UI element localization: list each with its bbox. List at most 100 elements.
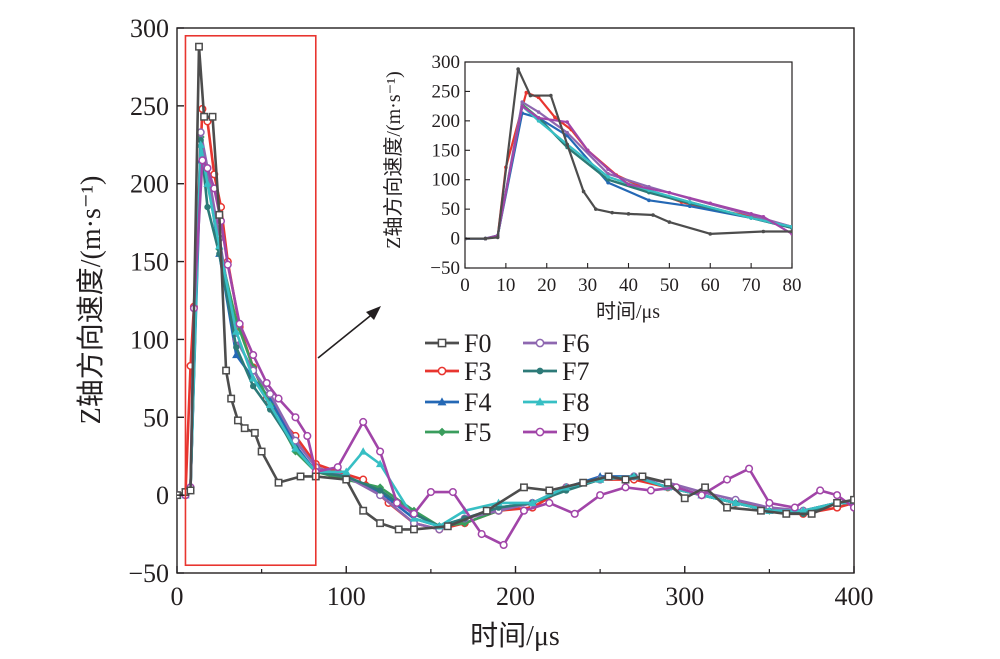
data-point: [849, 503, 854, 512]
inset-y-tick-label: −50: [430, 258, 460, 279]
data-point: [235, 319, 244, 328]
data-point: [596, 491, 605, 500]
inset-x-tick-label: 10: [496, 275, 515, 296]
main-series-layer: [177, 42, 854, 550]
inset-data-point: [536, 119, 541, 123]
data-point: [723, 475, 732, 484]
legend-entry-f3: F3: [425, 357, 491, 386]
data-point: [621, 483, 630, 492]
inset-data-point: [553, 115, 557, 120]
legend-label: F6: [562, 329, 589, 358]
data-point: [392, 498, 402, 507]
inset-x-tick-label: 50: [660, 275, 679, 296]
data-point: [186, 486, 195, 495]
data-point: [850, 495, 854, 504]
data-point: [790, 503, 799, 512]
data-point: [545, 498, 554, 507]
data-point: [604, 472, 613, 481]
data-point: [410, 525, 418, 534]
inset-series-line-f0: [465, 67, 792, 240]
inset-data-point: [667, 190, 672, 195]
legend-label: F4: [464, 388, 491, 417]
inset-x-axis-title: 时间/μs: [596, 300, 660, 323]
data-point: [233, 344, 240, 351]
legend-label: F3: [464, 357, 491, 386]
inset-data-point: [565, 142, 569, 147]
data-point: [359, 447, 368, 455]
x-tick-label: 0: [171, 582, 184, 611]
inset-data-point: [594, 207, 598, 211]
inset-data-point: [688, 200, 692, 204]
data-point: [249, 374, 258, 382]
inset-data-point: [606, 167, 610, 171]
inset-data-point: [516, 67, 520, 71]
y-tick-label: 150: [130, 248, 169, 277]
data-point: [520, 483, 528, 492]
inset-data-point: [528, 93, 533, 98]
data-point: [274, 394, 283, 403]
inset-data-point: [606, 177, 610, 182]
data-point: [731, 498, 740, 507]
inset-series-layer: [465, 67, 792, 241]
inset-data-point: [667, 220, 672, 224]
inset-data-point: [790, 229, 792, 234]
inset-series-line-f9: [465, 105, 792, 240]
y-axis-title: Z轴方向速度/(m·s⁻¹): [75, 176, 107, 425]
inset-data-point: [581, 189, 586, 194]
legend-entry-f5: F5: [425, 418, 491, 447]
data-point: [342, 467, 351, 475]
data-point: [782, 509, 791, 518]
inset-x-tick-label: 40: [619, 275, 638, 296]
legend-entry-f7: F7: [523, 357, 589, 386]
data-point: [232, 350, 241, 359]
data-point: [448, 487, 457, 497]
x-tick-label: 100: [327, 582, 366, 611]
legend-entry-f9: F9: [523, 418, 589, 447]
data-point: [723, 503, 732, 512]
inset-data-point: [520, 100, 525, 104]
y-tick-label: 300: [130, 14, 169, 43]
data-point: [579, 478, 588, 487]
data-point: [375, 459, 385, 468]
inset-x-tick-label: 20: [537, 275, 556, 296]
data-point: [291, 444, 300, 452]
data-point: [227, 394, 236, 403]
inset-data-point: [610, 210, 614, 215]
data-point: [203, 164, 212, 173]
data-point: [756, 506, 765, 515]
inset-y-tick-label: 0: [451, 229, 461, 250]
legend-marker: [535, 397, 545, 406]
inset-data-point: [549, 93, 553, 98]
inset-data-point: [647, 198, 651, 203]
inset-x-tick-label: 60: [701, 275, 720, 296]
data-point: [250, 383, 257, 390]
inset-y-tick-label: 100: [432, 170, 461, 191]
data-point: [499, 540, 508, 550]
inset-data-point: [606, 174, 610, 179]
data-point: [208, 112, 217, 121]
inset-plot-frame: [464, 61, 793, 269]
data-point: [196, 140, 205, 148]
inset-x-tick-label: 80: [783, 275, 802, 296]
inset-data-point: [708, 232, 713, 236]
inset-data-point: [520, 104, 525, 108]
legend-marker: [437, 366, 447, 376]
legend-entry-f0: F0: [425, 329, 491, 358]
data-point: [257, 447, 266, 456]
inset-data-point: [688, 204, 692, 208]
inset-data-point: [790, 225, 792, 229]
data-point: [646, 486, 655, 495]
inset-data-point: [524, 90, 529, 95]
data-point: [249, 350, 258, 360]
data-point: [680, 494, 689, 503]
inset-data-point: [565, 120, 569, 124]
data-point: [203, 179, 212, 187]
highlight-box: [184, 34, 317, 567]
legend-label: F7: [562, 357, 589, 386]
legend-label: F5: [464, 418, 491, 447]
y-tick-label: −50: [128, 559, 169, 588]
data-point: [223, 260, 232, 269]
inset-data-point: [761, 229, 766, 234]
